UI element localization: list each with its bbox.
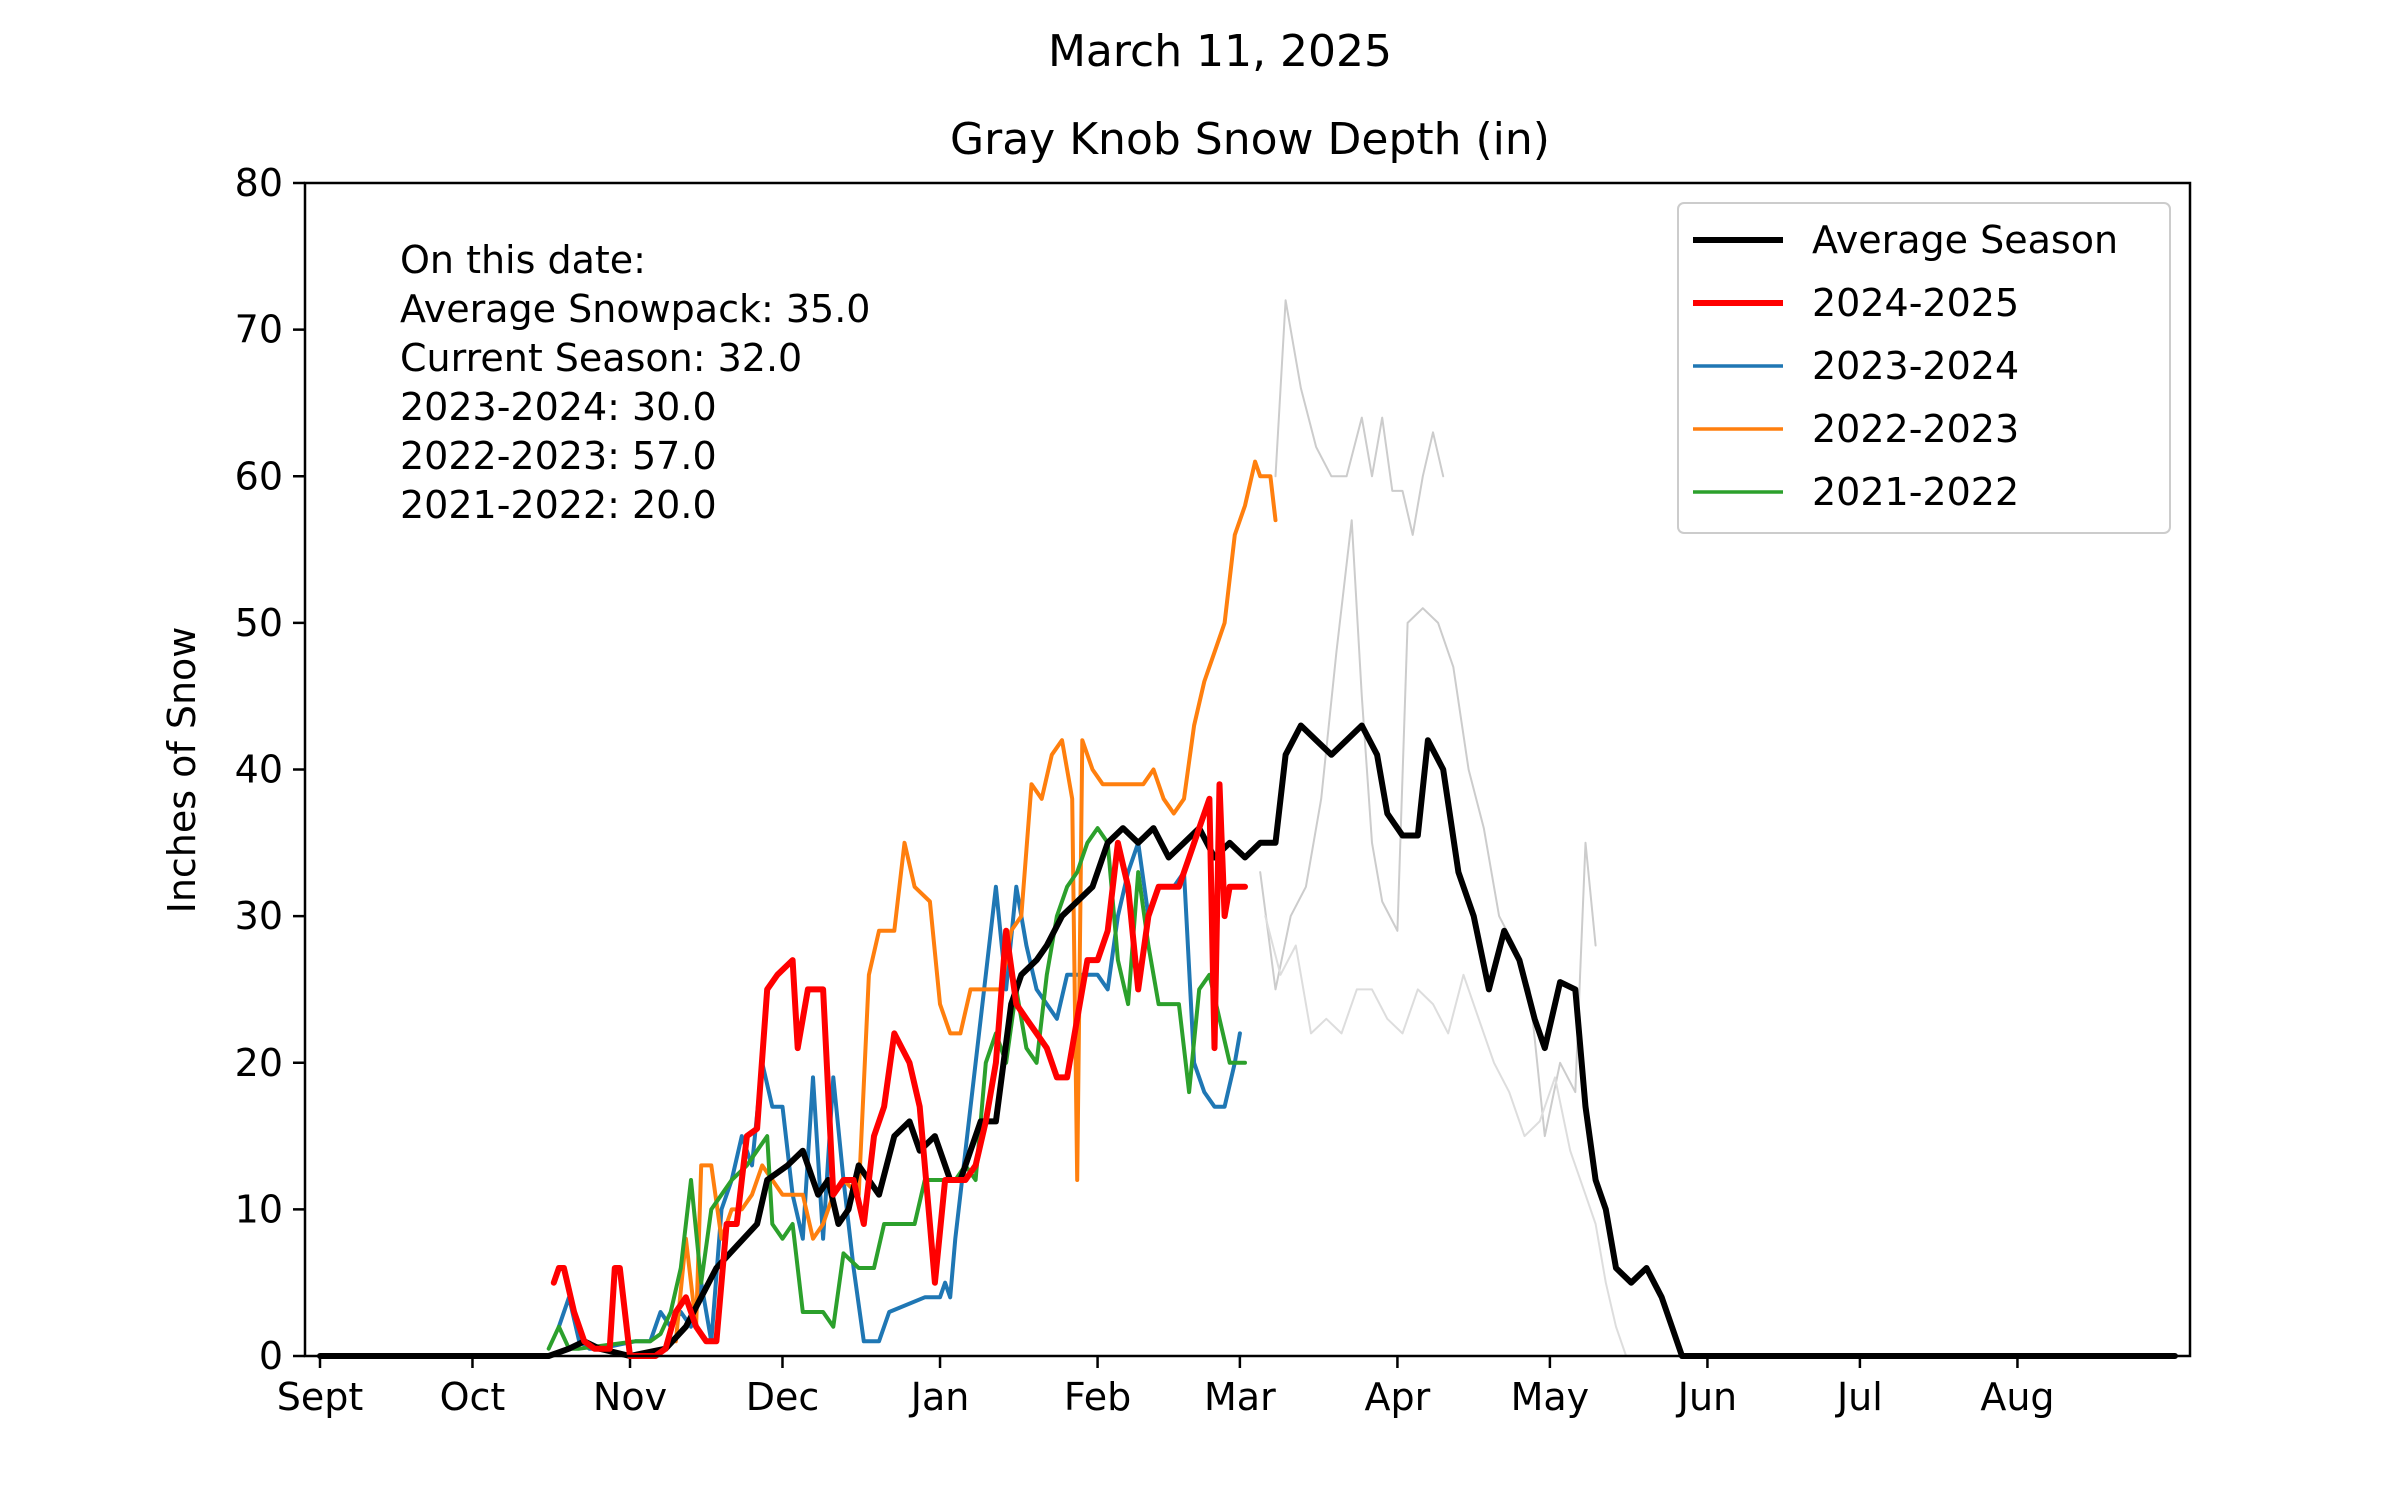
annotation-line: 2022-2023: 57.0 — [400, 434, 717, 478]
legend-label: 2022-2023 — [1812, 407, 2019, 451]
annotation-line: 2021-2022: 20.0 — [400, 483, 717, 527]
x-tick-label: May — [1511, 1375, 1590, 1419]
x-tick-label: Apr — [1365, 1375, 1431, 1419]
x-tick-label: Oct — [440, 1375, 506, 1419]
legend-label: 2024-2025 — [1812, 281, 2019, 325]
annotation-line: Average Snowpack: 35.0 — [400, 287, 870, 331]
y-tick-label: 0 — [259, 1334, 283, 1378]
annotation-box: On this date: Average Snowpack: 35.0 Cur… — [400, 238, 870, 527]
series-layer — [317, 299, 2178, 1359]
tick-layer: 0 10 20 30 40 50 60 70 80 Sept Oct Nov Dec Jan Feb Mar A… — [235, 161, 2055, 1419]
legend-label: 2023-2024 — [1812, 344, 2019, 388]
y-tick-label: 20 — [235, 1041, 283, 1085]
x-tick-label: Feb — [1064, 1375, 1131, 1419]
y-tick-label: 60 — [235, 454, 283, 498]
series-line-average-season — [317, 722, 2178, 1359]
legend-frame — [1677, 202, 2171, 534]
x-tick-label: Dec — [746, 1375, 820, 1419]
legend-label: Average Season — [1812, 218, 2118, 262]
annotation-heading: On this date: — [400, 238, 646, 282]
x-tick-label: Nov — [593, 1375, 667, 1419]
series-line-2021-2022 — [546, 826, 1247, 1351]
x-tick-label: Sept — [277, 1375, 364, 1419]
x-tick-label: Mar — [1204, 1375, 1276, 1419]
chart-title: Gray Knob Snow Depth (in) — [950, 114, 1550, 165]
series-line-2023-2024 — [556, 840, 1242, 1351]
plot-frame — [303, 181, 2192, 1358]
x-tick-label: Jan — [909, 1375, 970, 1419]
y-tick-label: 10 — [235, 1187, 283, 1231]
historical-season-line — [1259, 519, 1597, 1138]
y-tick-label: 50 — [235, 601, 283, 645]
legend-label: 2021-2022 — [1812, 470, 2019, 514]
x-tick-label: Aug — [1980, 1375, 2054, 1419]
annotation-line: Current Season: 32.0 — [400, 336, 802, 380]
historical-season-line — [1274, 299, 1445, 536]
series-line-2024-2025 — [550, 781, 1248, 1359]
y-tick-label: 80 — [235, 161, 283, 205]
annotation-line: 2023-2024: 30.0 — [400, 385, 717, 429]
y-tick-label: 70 — [235, 308, 283, 352]
y-axis-label: Inches of Snow — [160, 627, 204, 914]
historical-season-line — [1264, 915, 1628, 1357]
y-tick-label: 30 — [235, 894, 283, 938]
x-tick-label: Jul — [1835, 1375, 1883, 1419]
chart-suptitle: March 11, 2025 — [1048, 26, 1392, 77]
x-tick-label: Jun — [1676, 1375, 1737, 1419]
legend: Average Season 2024-2025 2023-2024 2022-… — [1677, 202, 2171, 534]
series-line-2022-2023 — [673, 459, 1278, 1344]
y-tick-label: 40 — [235, 748, 283, 792]
